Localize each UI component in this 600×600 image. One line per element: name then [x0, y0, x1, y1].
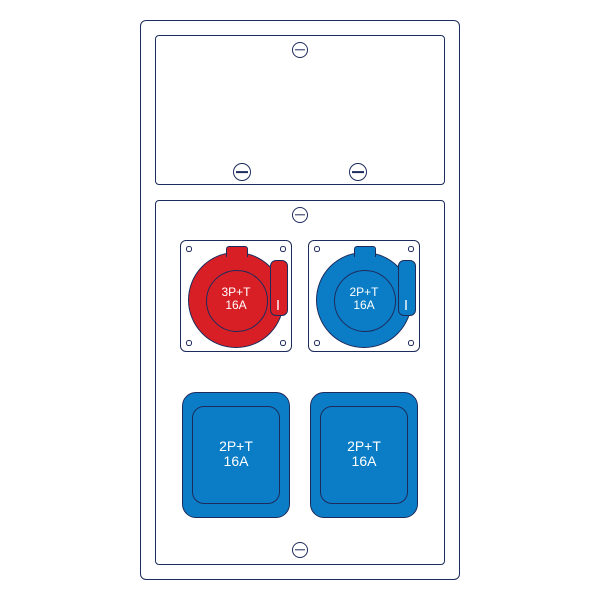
- panel-screw-2: [292, 542, 308, 558]
- plate-a-mounting-hole-0: [186, 246, 191, 251]
- cee-red-lid-handle: [277, 300, 279, 310]
- cee-blue-rating-label: 2P+T 16A: [334, 286, 394, 311]
- plate-b-mounting-hole-3: [408, 340, 413, 345]
- plate-a-mounting-hole-3: [280, 340, 285, 345]
- distribution-panel-diagram: 3P+T 16A 2P+T 16A 2P+T 16A 2P+T 16A: [0, 0, 600, 600]
- plate-a-mounting-hole-2: [186, 340, 191, 345]
- cee-blue-lid-handle: [405, 300, 407, 310]
- cee-red-lid: [270, 260, 288, 316]
- panel-screw-1: [292, 207, 308, 223]
- flat-right-rating-label: 2P+T 16A: [310, 439, 418, 470]
- cee-blue-lid: [398, 260, 416, 316]
- plate-b-mounting-hole-0: [314, 246, 319, 251]
- cee-red-rating-label: 3P+T 16A: [206, 286, 266, 311]
- cee-blue-top-lug: [354, 246, 376, 257]
- plate-a-mounting-hole-1: [280, 246, 285, 251]
- flat-left-rating-label: 2P+T 16A: [182, 439, 290, 470]
- cover-screw-1: [349, 163, 367, 181]
- plate-b-mounting-hole-2: [314, 340, 319, 345]
- plate-b-mounting-hole-1: [408, 246, 413, 251]
- panel-screw-0: [292, 42, 308, 58]
- cee-red-top-lug: [226, 246, 248, 257]
- cover-screw-0: [233, 163, 251, 181]
